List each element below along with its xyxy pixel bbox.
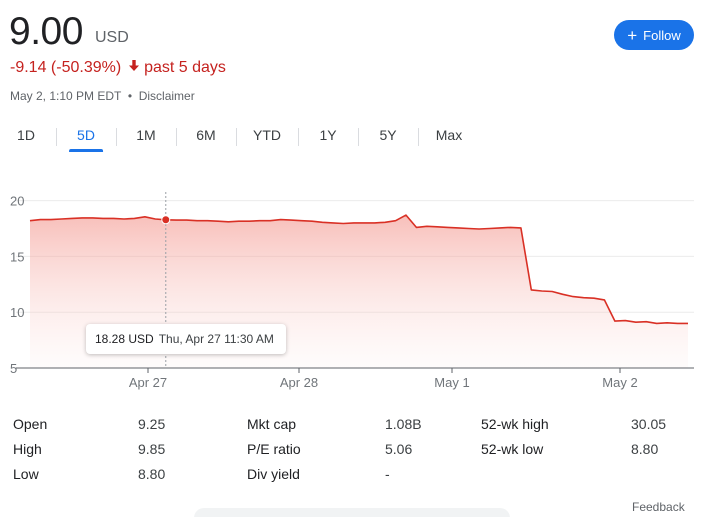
tab-label: 1M [136, 127, 156, 143]
tab-separator [176, 128, 177, 146]
tab-5y[interactable]: 5Y [379, 122, 396, 152]
quote-meta: May 2, 1:10 PM EDT • Disclaimer [10, 89, 195, 103]
follow-button[interactable]: + Follow [614, 20, 694, 50]
tab-label: YTD [253, 127, 281, 143]
stat-low-value: 8.80 [138, 466, 166, 482]
hover-tooltip: 18.28 USD Thu, Apr 27 11:30 AM [86, 324, 286, 354]
tab-1y[interactable]: 1Y [319, 122, 336, 152]
tab-max[interactable]: Max [436, 122, 462, 152]
stat-div-value: - [385, 466, 390, 482]
tab-separator [236, 128, 237, 146]
arrow-down-icon [128, 59, 140, 77]
stat-div-label: Div yield [247, 466, 300, 482]
active-tab-underline [69, 149, 103, 152]
tab-1m[interactable]: 1M [136, 122, 155, 152]
tab-label: 6M [196, 127, 216, 143]
x-tick-label: May 2 [602, 375, 637, 390]
hover-point [161, 215, 171, 225]
stat-52wk-high-value: 30.05 [631, 416, 667, 432]
price-change: -9.14 (-50.39%) past 5 days [10, 59, 226, 77]
stat-high-value: 9.85 [138, 441, 166, 457]
y-tick-label: 5 [10, 361, 17, 376]
tab-separator [56, 128, 57, 146]
tab-1d[interactable]: 1D [17, 122, 35, 152]
meta-separator: • [124, 89, 136, 103]
tab-ytd[interactable]: YTD [253, 122, 281, 152]
y-tick-label: 10 [10, 305, 24, 320]
tab-separator [298, 128, 299, 146]
stat-open-value: 9.25 [138, 416, 166, 432]
stat-open-label: Open [13, 416, 48, 432]
range-tabs: 1D 5D 1M 6M YTD 1Y 5Y Max [0, 122, 714, 152]
plus-icon: + [627, 25, 638, 45]
currency-label: USD [95, 29, 129, 46]
stat-52wk-high-label: 52-wk high [481, 416, 549, 432]
y-tick-label: 15 [10, 249, 24, 264]
tab-6m[interactable]: 6M [196, 122, 215, 152]
stat-pe-value: 5.06 [385, 441, 413, 457]
change-text: -9.14 (-50.39%) [10, 59, 122, 76]
timestamp: May 2, 1:10 PM EDT [10, 89, 122, 103]
stat-pe-label: P/E ratio [247, 441, 301, 457]
follow-label: Follow [643, 27, 681, 43]
stat-52wk-low-value: 8.80 [631, 441, 659, 457]
tab-label: 1D [17, 127, 35, 143]
stat-mktcap-label: Mkt cap [247, 416, 297, 432]
tab-separator [358, 128, 359, 146]
y-tick-label: 20 [10, 194, 24, 209]
stat-low-label: Low [13, 466, 39, 482]
tooltip-date: Thu, Apr 27 11:30 AM [158, 332, 274, 346]
feedback-link[interactable]: Feedback [632, 500, 685, 514]
stat-high-label: High [13, 441, 42, 457]
tab-5d[interactable]: 5D [69, 122, 103, 152]
stat-52wk-low-label: 52-wk low [481, 441, 544, 457]
price-line [29, 214, 688, 325]
tab-separator [116, 128, 117, 146]
x-tick-label: May 1 [434, 375, 469, 390]
bottom-pill[interactable] [194, 508, 510, 517]
stat-mktcap-value: 1.08B [385, 416, 422, 432]
x-tick-label: Apr 27 [129, 375, 167, 390]
price-value: 9.00 [9, 10, 83, 53]
tab-label: Max [435, 127, 463, 143]
disclaimer-link[interactable]: Disclaimer [138, 89, 195, 103]
x-tick-label: Apr 28 [280, 375, 318, 390]
price-chart[interactable]: 20 15 10 5 Apr 27 Apr 28 May 1 May 2 [0, 180, 714, 395]
tab-separator [418, 128, 419, 146]
tab-label: 1Y [319, 127, 337, 143]
period-text: past 5 days [144, 59, 226, 76]
tab-label: 5D [77, 127, 95, 143]
tooltip-price: 18.28 USD [95, 332, 154, 346]
tab-label: 5Y [379, 127, 397, 143]
